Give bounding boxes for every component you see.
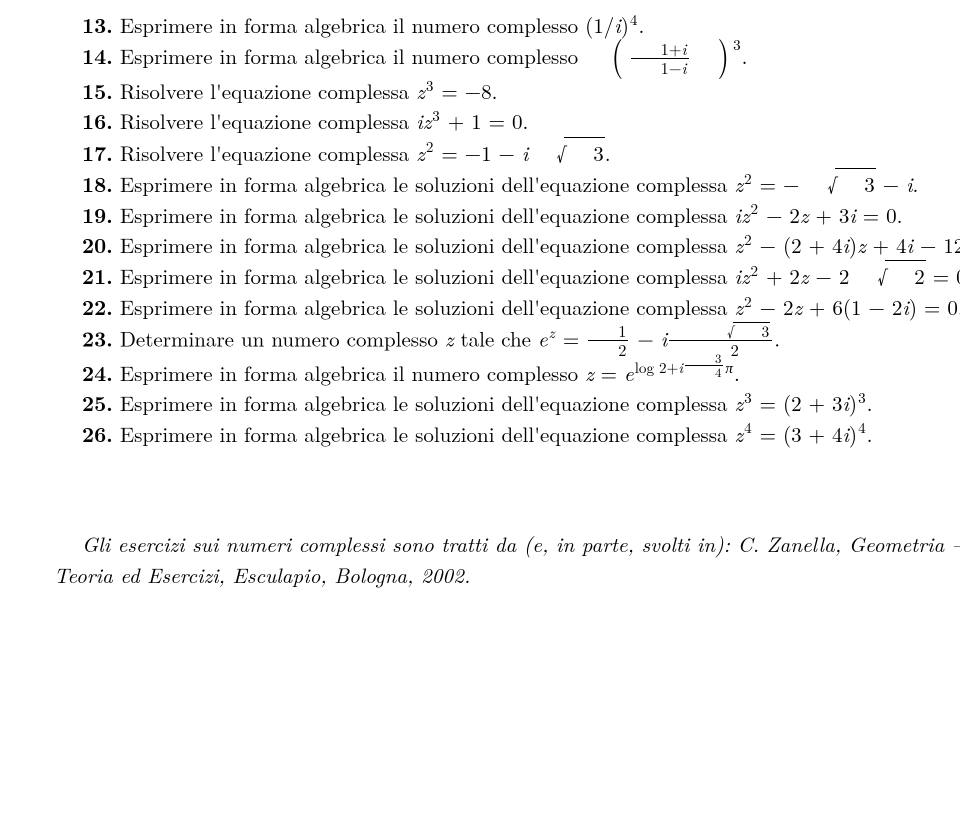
- exercise-18: 18. Esprimere in forma algebrica le solu…: [54, 168, 960, 199]
- exponent: 4: [629, 9, 639, 30]
- exercise-number: 17.: [82, 138, 113, 168]
- exercise-number: 16.: [82, 106, 113, 136]
- exercise-number: 22.: [82, 292, 113, 322]
- exercise-number: 24.: [82, 358, 113, 388]
- exercise-15: 15. Risolvere l'equazione complessa z3 =…: [54, 76, 960, 106]
- fraction: 12: [588, 322, 628, 357]
- exercise-number: 20.: [82, 230, 113, 260]
- exercise-number: 19.: [82, 200, 113, 230]
- exercise-20: 20. Esprimere in forma algebrica le solu…: [54, 230, 960, 260]
- exercise-25: 25. Esprimere in forma algebrica le solu…: [54, 388, 960, 418]
- exercise-21: 21. Esprimere in forma algebrica le solu…: [54, 260, 960, 291]
- exercise-17: 17. Risolvere l'equazione complessa z2 =…: [54, 137, 960, 168]
- fraction: 34: [685, 352, 723, 380]
- exercise-number: 13.: [82, 10, 113, 40]
- exercise-19: 19. Esprimere in forma algebrica le solu…: [54, 200, 960, 230]
- exercise-24: 24. Esprimere in forma algebrica il nume…: [54, 358, 960, 388]
- exercise-text: Esprimere in forma algebrica il numero c…: [113, 10, 614, 40]
- exercise-number: 15.: [82, 76, 113, 106]
- exercise-number: 23.: [82, 324, 113, 354]
- sqrt: 3: [528, 137, 604, 168]
- sqrt: 3: [799, 168, 875, 199]
- exercise-number: 18.: [82, 169, 113, 199]
- fraction: 1+i1−i: [631, 40, 689, 75]
- exercise-number: 25.: [82, 388, 113, 418]
- exercise-number: 21.: [82, 261, 113, 291]
- sqrt: 2: [849, 260, 925, 291]
- exercise-22: 22. Esprimere in forma algebrica le solu…: [54, 292, 960, 322]
- exercise-26: 26. Esprimere in forma algebrica le solu…: [54, 419, 960, 449]
- exercise-number: 14.: [82, 42, 113, 72]
- sqrt: 3: [699, 322, 770, 339]
- exercise-16: 16. Risolvere l'equazione complessa iz3 …: [54, 106, 960, 136]
- exercise-text: Esprimere in forma algebrica il numero c…: [113, 42, 585, 72]
- source-footnote: Gli esercizi sui numeri complessi sono t…: [54, 529, 960, 590]
- exercise-23: 23. Determinare un numero complesso z ta…: [54, 322, 960, 358]
- exponent: 3: [733, 34, 741, 55]
- exponent: log 2+i34π: [634, 357, 734, 378]
- exercise-number: 26.: [82, 419, 113, 449]
- exercise-13: 13. Esprimere in forma algebrica il nume…: [54, 10, 960, 40]
- exercise-14: 14. Esprimere in forma algebrica il nume…: [54, 40, 960, 75]
